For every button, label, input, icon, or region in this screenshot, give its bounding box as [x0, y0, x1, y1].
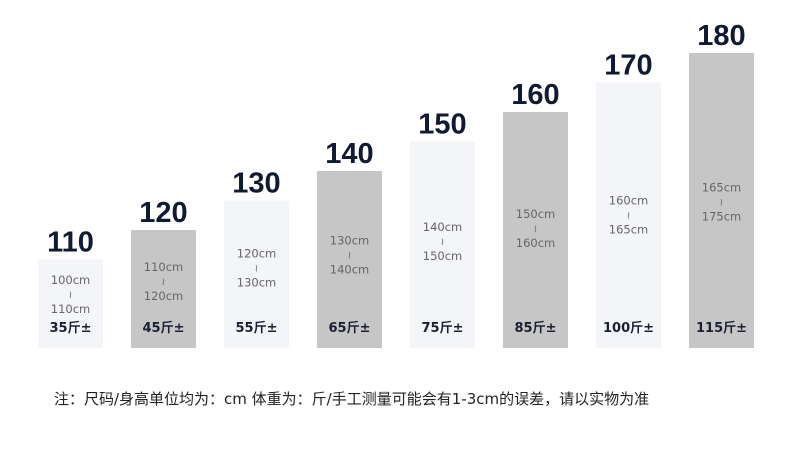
size-label-110: 110: [47, 227, 94, 259]
range-sep-150: ≀: [441, 237, 445, 248]
size-label-130: 130: [232, 168, 280, 200]
size-label-170: 170: [604, 50, 652, 82]
size-label-140: 140: [325, 138, 373, 170]
bar-110: [38, 259, 103, 348]
weight-label-140: 65斤±: [329, 320, 371, 336]
range-sep-170: ≀: [627, 211, 631, 222]
size-label-180: 180: [697, 20, 745, 52]
range-sep-180: ≀: [720, 197, 724, 208]
range-from-140: 130cm: [330, 233, 369, 247]
weight-label-160: 85斤±: [515, 320, 557, 336]
range-from-120: 110cm: [144, 260, 183, 274]
range-to-150: 150cm: [423, 249, 462, 263]
range-sep-110: ≀: [69, 290, 73, 301]
weight-label-120: 45斤±: [143, 320, 185, 336]
range-to-180: 175cm: [702, 209, 741, 223]
bar-130: [224, 200, 289, 348]
range-sep-120: ≀: [162, 277, 166, 288]
weight-label-150: 75斤±: [422, 320, 464, 336]
size-label-150: 150: [418, 109, 466, 141]
range-from-160: 150cm: [516, 207, 555, 221]
range-from-180: 165cm: [702, 180, 741, 194]
bar-120: [131, 230, 196, 348]
range-to-110: 110cm: [51, 302, 90, 316]
range-to-130: 130cm: [237, 276, 276, 290]
range-sep-130: ≀: [255, 264, 259, 275]
bar-150: [410, 141, 475, 348]
measurement-note: 注：尺码/身高单位均为：cm 体重为：斤/手工测量可能会有1-3cm的误差，请以…: [54, 390, 650, 408]
weight-label-130: 55斤±: [236, 320, 278, 336]
weight-label-110: 35斤±: [50, 320, 92, 336]
weight-label-170: 100斤±: [603, 320, 654, 336]
bar-180: [689, 53, 754, 348]
size-chart: 110100cm≀110cm35斤±120110cm≀120cm45斤±1301…: [38, 20, 754, 348]
range-sep-160: ≀: [534, 224, 538, 235]
range-to-120: 120cm: [144, 289, 183, 303]
size-label-120: 120: [139, 197, 187, 229]
bar-160: [503, 112, 568, 348]
size-label-160: 160: [511, 79, 559, 111]
range-to-160: 160cm: [516, 236, 555, 250]
range-to-140: 140cm: [330, 262, 369, 276]
weight-label-180: 115斤±: [696, 320, 747, 336]
bar-170: [596, 82, 661, 348]
range-from-130: 120cm: [237, 247, 276, 261]
range-to-170: 165cm: [609, 223, 648, 237]
bar-140: [317, 171, 382, 348]
range-from-150: 140cm: [423, 220, 462, 234]
range-from-110: 100cm: [51, 273, 90, 287]
range-from-170: 160cm: [609, 194, 648, 208]
range-sep-140: ≀: [348, 250, 352, 261]
